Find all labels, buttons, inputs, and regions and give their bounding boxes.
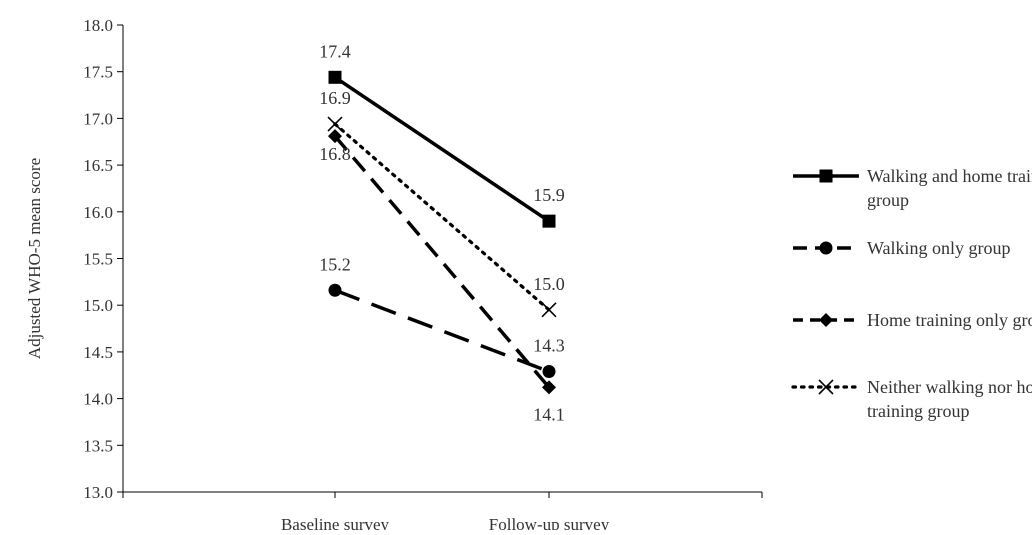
data-label: 17.4 <box>319 41 351 61</box>
data-point <box>328 70 342 84</box>
series-line <box>334 288 550 374</box>
legend-marker <box>819 241 833 255</box>
legend-marker <box>819 169 833 183</box>
y-tick-label: 17.5 <box>83 63 113 82</box>
y-tick-label: 16.0 <box>83 203 113 222</box>
series-4: 16.9 15.0 <box>319 88 565 318</box>
data-point <box>328 129 342 144</box>
data-label: 15.9 <box>533 185 565 205</box>
x-tick-label: Baseline survey <box>281 515 390 530</box>
y-tick-label: 13.0 <box>83 483 113 502</box>
data-point-stroke-b <box>541 302 557 318</box>
series-line <box>334 75 550 223</box>
legend-label: training group <box>867 401 969 421</box>
legend-entry: Walking only group <box>793 238 1011 258</box>
series-2: 15.2 14.3 <box>319 254 565 379</box>
legend-label: Neither walking nor home <box>867 377 1032 397</box>
legend-entry: Walking and home training group <box>793 166 1032 210</box>
x-tick-label: Follow-up survey <box>489 515 610 530</box>
legend-label: Walking and home training <box>867 166 1032 186</box>
data-point <box>327 116 343 132</box>
legend-entry: Neither walking nor home training group <box>791 377 1032 421</box>
y-tick-label: 14.5 <box>83 343 113 362</box>
data-label: 16.8 <box>319 144 351 164</box>
legend-label: Home training only group <box>867 310 1032 330</box>
series-1: 17.4 15.9 <box>319 41 565 228</box>
legend-label: Walking only group <box>867 238 1011 258</box>
series-3: 16.8 14.1 <box>319 129 565 424</box>
y-tick-label: 15.5 <box>83 250 113 269</box>
data-point <box>542 214 556 228</box>
legend-marker <box>818 379 834 395</box>
y-tick-label: 16.5 <box>83 156 113 175</box>
y-tick-label: 17.0 <box>83 109 113 128</box>
data-point <box>541 302 557 318</box>
data-point <box>542 380 556 395</box>
legend-label: group <box>867 190 909 210</box>
data-label: 15.2 <box>319 254 351 274</box>
data-label: 15.0 <box>533 274 565 294</box>
series-line <box>333 122 551 312</box>
data-label: 14.3 <box>533 336 565 356</box>
data-point-stroke-b <box>327 116 343 132</box>
legend-entry: Home training only group <box>793 310 1032 330</box>
y-tick-label: 18.0 <box>83 16 113 35</box>
y-tick-label: 13.5 <box>83 436 113 455</box>
legend-marker <box>819 313 833 327</box>
data-point <box>328 283 342 297</box>
y-axis-label: Adjusted WHO-5 mean score <box>25 158 44 359</box>
legend-marker-stroke-b <box>818 379 834 395</box>
data-label: 14.1 <box>533 404 565 424</box>
data-label: 16.9 <box>319 88 351 108</box>
y-tick-label: 15.0 <box>83 296 113 315</box>
y-tick-label: 14.0 <box>83 390 113 409</box>
data-point <box>542 365 556 379</box>
series-line <box>333 135 551 389</box>
